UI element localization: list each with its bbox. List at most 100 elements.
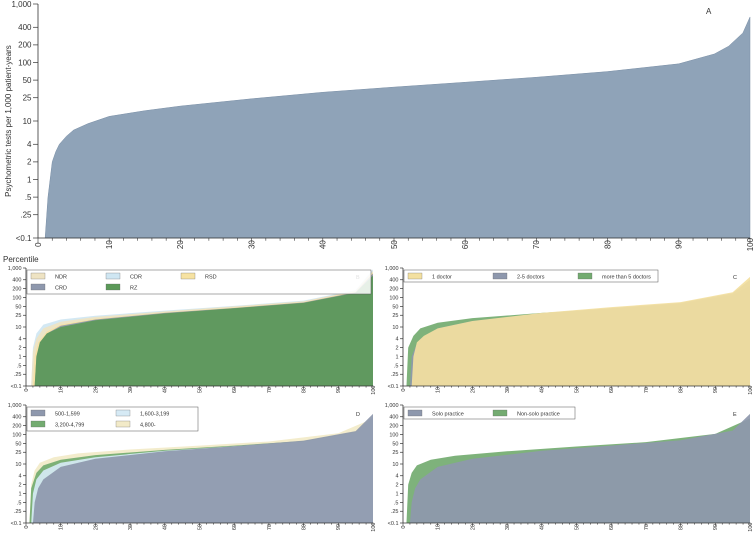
y-tick-label: 1 xyxy=(18,354,21,360)
y-tick-label: 50 xyxy=(15,441,21,447)
y-tick-label: 1,000 xyxy=(385,266,399,272)
y-tick-label: 200 xyxy=(12,287,21,293)
legend-swatch xyxy=(180,272,196,280)
x-tick-label: 70 xyxy=(644,524,650,530)
y-tick-label: 100 xyxy=(18,58,32,67)
y-tick-label: 1,000 xyxy=(8,403,22,409)
x-tick-label: 60 xyxy=(609,387,615,393)
y-tick-label: 25 xyxy=(15,313,21,319)
x-tick-label: 20 xyxy=(470,387,476,393)
x-tick-label: 90 xyxy=(675,240,684,249)
y-tick-label: <0.1 xyxy=(11,521,22,527)
legend-box xyxy=(26,406,199,432)
legend-swatch xyxy=(407,409,423,417)
legend-label: Solo practice xyxy=(432,412,464,418)
legend-box xyxy=(403,269,659,283)
x-tick-label: 80 xyxy=(679,524,685,530)
x-tick-label: 70 xyxy=(267,387,273,393)
x-tick-label: 10 xyxy=(59,524,65,530)
x-tick-label: 0 xyxy=(401,526,407,529)
legend-label: RZ xyxy=(130,286,138,292)
y-tick-label: 200 xyxy=(12,424,21,430)
y-tick-label: 10 xyxy=(23,117,32,126)
x-tick-label: 0 xyxy=(24,526,30,529)
y-tick-label: 400 xyxy=(389,415,398,421)
legend-swatch xyxy=(30,272,46,280)
x-tick-label: 90 xyxy=(713,387,719,393)
y-tick-label: .25 xyxy=(14,372,22,378)
y-tick-label: 50 xyxy=(15,304,21,310)
y-tick-label: 2 xyxy=(395,346,398,352)
x-tick-label: 100 xyxy=(748,523,753,532)
y-tick-label: .5 xyxy=(25,193,32,202)
x-tick-label: 60 xyxy=(232,524,238,530)
y-tick-label: 400 xyxy=(12,415,21,421)
y-tick-label: 100 xyxy=(389,295,398,301)
legend-label: 1,600-3,199 xyxy=(140,412,169,418)
y-tick-label: .5 xyxy=(394,500,399,506)
series-area-rz xyxy=(34,275,374,386)
legend-label: more than 5 doctors xyxy=(602,275,651,281)
legend-swatch xyxy=(105,283,121,291)
legend-swatch xyxy=(30,283,46,291)
legend-swatch xyxy=(492,272,508,280)
y-tick-label: <0.1 xyxy=(388,384,399,390)
x-tick-label: 30 xyxy=(505,387,511,393)
x-tick-label: 100 xyxy=(746,237,753,251)
series-area-solo-practice xyxy=(409,413,750,523)
y-tick-label: 1,000 xyxy=(8,266,22,272)
panel-e: <0.1 .25 .5 1 2 4 10 25 50 100 200 400 1,000 0 10 20 30 4… xyxy=(385,403,753,532)
x-tick-label: 60 xyxy=(461,240,470,249)
x-tick-label: 0 xyxy=(24,389,30,392)
legend-label: 3,200-4,799 xyxy=(55,423,84,429)
panel-letter: C xyxy=(733,275,737,281)
y-tick-label: 2 xyxy=(18,483,21,489)
panel-d: <0.1 .25 .5 1 2 4 10 25 50 100 200 400 1,000 0 10 20 30 4… xyxy=(8,403,377,532)
x-tick-label: 80 xyxy=(679,387,685,393)
x-tick-label: 100 xyxy=(748,386,753,395)
y-tick-label: 2 xyxy=(395,483,398,489)
y-tick-label: 200 xyxy=(389,424,398,430)
y-tick-label: 10 xyxy=(15,325,21,331)
x-tick-label: 70 xyxy=(644,387,650,393)
y-tick-label: 50 xyxy=(392,441,398,447)
x-tick-label: 30 xyxy=(128,524,134,530)
y-tick-label: <0.1 xyxy=(388,521,399,527)
x-tick-label: 80 xyxy=(603,240,612,249)
legend-swatch xyxy=(115,420,131,428)
x-tick-label: 90 xyxy=(713,524,719,530)
y-tick-label: 50 xyxy=(23,76,32,85)
series-area-1-doctor xyxy=(411,276,750,386)
x-tick-label: 20 xyxy=(470,524,476,530)
panel-a: <0.1 .25 .5 1 2 4 10 25 50 100 200 400 1,000 0 10 20 30 4… xyxy=(3,0,753,264)
x-tick-label: 90 xyxy=(336,387,342,393)
y-tick-label: 25 xyxy=(392,313,398,319)
x-tick-label: 50 xyxy=(574,387,580,393)
x-tick-label: 10 xyxy=(59,387,65,393)
y-tick-label: .25 xyxy=(14,509,22,515)
x-tick-label: 30 xyxy=(505,524,511,530)
legend-box xyxy=(26,269,372,295)
y-tick-label: 25 xyxy=(392,450,398,456)
x-tick-label: 80 xyxy=(302,387,308,393)
y-tick-label: 1 xyxy=(395,491,398,497)
legend-label: Non-solo practice xyxy=(517,412,560,418)
legend-swatch xyxy=(30,420,46,428)
y-tick-label: 1 xyxy=(18,491,21,497)
y-tick-label: 1,000 xyxy=(385,403,399,409)
x-tick-label: 70 xyxy=(532,240,541,249)
legend-box xyxy=(403,406,576,420)
y-tick-label: 10 xyxy=(392,462,398,468)
x-axis-title: Percentile xyxy=(3,255,39,264)
y-tick-label: 4 xyxy=(395,337,398,343)
panel-c: <0.1 .25 .5 1 2 4 10 25 50 100 200 400 1,000 0 10 20 30 4… xyxy=(385,266,753,395)
series-area-500-1-599 xyxy=(32,413,373,523)
legend-label: CRD xyxy=(55,286,67,292)
y-tick-label: .5 xyxy=(17,500,22,506)
y-tick-label: 400 xyxy=(18,23,32,32)
y-tick-label: .5 xyxy=(394,363,399,369)
y-tick-label: <0.1 xyxy=(11,384,22,390)
x-tick-label: 50 xyxy=(197,387,203,393)
y-tick-label: 1,000 xyxy=(11,0,32,9)
